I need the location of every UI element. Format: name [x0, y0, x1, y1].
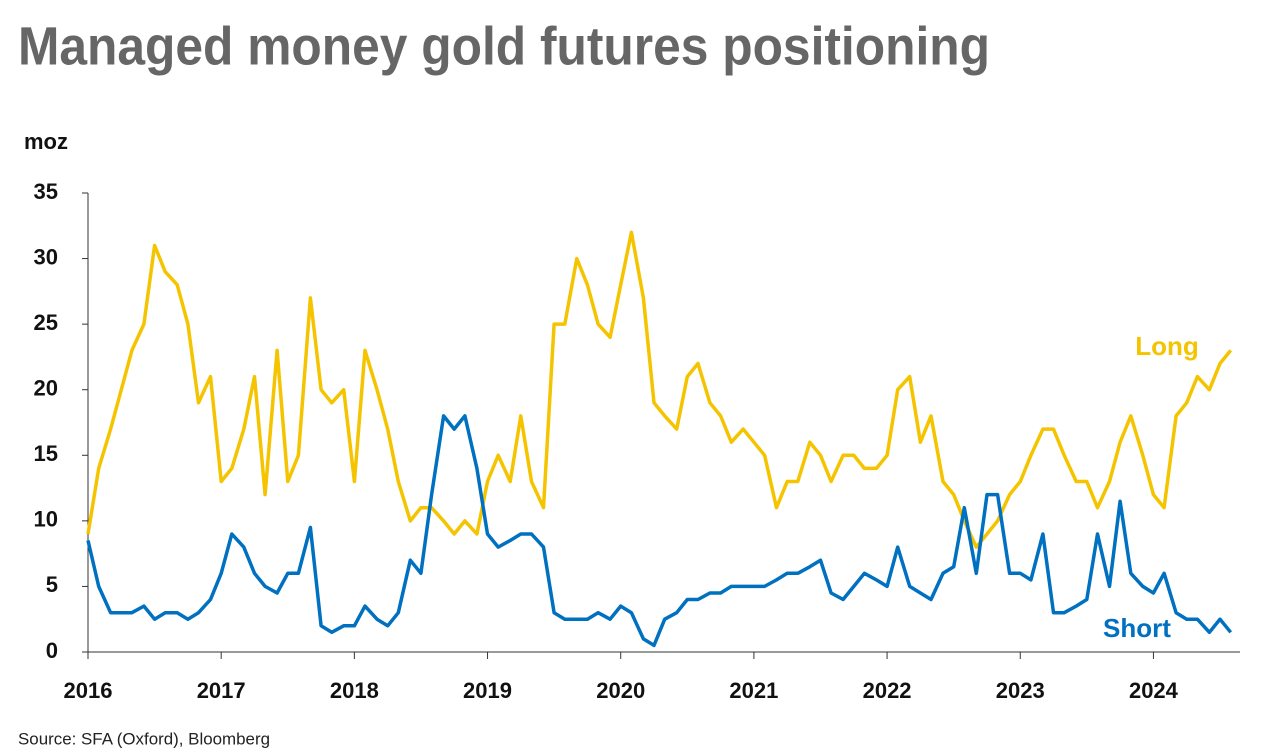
series-label: Short [1103, 613, 1171, 643]
series-line [86, 414, 1233, 648]
x-tick-label: 2016 [64, 678, 113, 703]
y-axis-label: moz [24, 129, 68, 154]
source: Source: SFA (Oxford), Bloomberg [18, 729, 270, 748]
x-tick-label: 2023 [996, 678, 1045, 703]
chart-title: Managed money gold futures positioning [18, 16, 990, 76]
y-tick-label: 25 [34, 310, 58, 335]
series-line [86, 230, 1233, 549]
x-tick-label: 2024 [1129, 678, 1179, 703]
x-tick-label: 2018 [330, 678, 379, 703]
x-tick-label: 2017 [197, 678, 246, 703]
y-tick-label: 35 [34, 179, 58, 204]
y-tick-label: 0 [46, 638, 58, 663]
x-tick-label: 2021 [729, 678, 778, 703]
series-label: Long [1135, 331, 1199, 361]
y-tick-label: 10 [34, 507, 58, 532]
x-tick-label: 2022 [863, 678, 912, 703]
y-tick-label: 15 [34, 441, 58, 466]
x-tick-label: 2019 [463, 678, 512, 703]
y-tick-label: 30 [34, 244, 58, 269]
x-tick-label: 2020 [596, 678, 645, 703]
y-tick-label: 20 [34, 376, 58, 401]
y-tick-label: 5 [46, 572, 58, 597]
